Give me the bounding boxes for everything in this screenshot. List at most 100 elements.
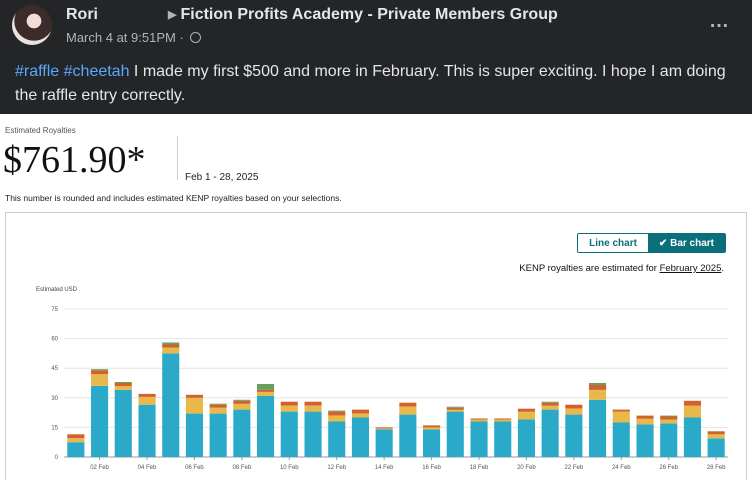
bar-segment [612, 411, 630, 423]
line-chart-button[interactable]: Line chart [578, 234, 648, 252]
bar-segment [707, 438, 725, 457]
y-tick-label: 45 [51, 366, 58, 372]
post-meta: March 4 at 9:51PM · [66, 30, 202, 45]
divider [177, 136, 178, 180]
bar-segment [209, 407, 227, 414]
bar-segment [565, 414, 583, 457]
bar-segment [233, 400, 251, 404]
bar-segment [517, 408, 535, 412]
bar-chart-button[interactable]: ✔ Bar chart [647, 234, 725, 252]
bar-segment [114, 382, 132, 383]
bar-segment [67, 438, 85, 443]
hashtag-raffle[interactable]: #raffle [15, 63, 60, 80]
bar-segment [328, 421, 346, 457]
post-body: #raffle #cheetah I made my first $500 an… [15, 60, 735, 108]
bar-segment [328, 410, 346, 412]
bar-segment [114, 386, 132, 390]
x-tick-label: 20 Feb [517, 465, 536, 471]
bar-segment [257, 389, 275, 392]
bar-segment [185, 394, 203, 398]
triangle-right-icon: ▶ [168, 9, 177, 21]
bar-segment [399, 402, 417, 407]
bar-segment [446, 409, 464, 412]
bar-segment [660, 416, 678, 420]
bar-segment [517, 411, 535, 420]
bar-segment [660, 419, 678, 424]
bar-segment [494, 418, 512, 420]
bar-segment [541, 409, 559, 457]
bar-segment [91, 369, 109, 371]
royalties-bar-chart: Estimated USD 0 15 30 45 60 75 02 Feb 04 Feb 06 F… [36, 287, 728, 471]
bar-segment [209, 404, 227, 408]
post-timestamp[interactable]: March 4 at 9:51PM [66, 30, 176, 45]
bar-segment [328, 415, 346, 422]
y-tick-label: 0 [55, 455, 59, 461]
bar-segment [257, 395, 275, 457]
bar-segment [494, 419, 512, 422]
author-name[interactable]: Rori [66, 6, 98, 23]
group-name[interactable]: Fiction Profits Academy - Private Member… [180, 6, 558, 23]
bar-segment [209, 403, 227, 405]
y-axis-label: Estimated USD [36, 287, 78, 293]
bar-segment [91, 374, 109, 386]
bar-segment [280, 411, 298, 457]
bar-segment [399, 414, 417, 457]
bar-segment [280, 405, 298, 412]
meta-separator: · [179, 30, 184, 45]
x-tick-label: 26 Feb [659, 465, 678, 471]
bar-segment [162, 344, 180, 348]
bar-segment [138, 396, 156, 405]
bar-segment [660, 415, 678, 417]
post-header: Rori ▶ Fiction Profits Academy - Private M… [66, 6, 558, 24]
author-avatar[interactable] [12, 5, 52, 45]
x-tick-label: 18 Feb [470, 465, 489, 471]
bar-segment [612, 409, 630, 412]
x-tick-label: 24 Feb [612, 465, 631, 471]
kenp-note: KENP royalties are estimated for Februar… [519, 263, 724, 274]
x-tick-label: 08 Feb [233, 465, 252, 471]
chart-panel: Line chart ✔ Bar chart KENP royalties ar… [5, 212, 747, 480]
kenp-note-prefix: KENP royalties are estimated for [519, 263, 660, 274]
bar-segment [304, 405, 322, 412]
bar-segment [423, 427, 441, 430]
more-options-icon[interactable]: … [709, 10, 730, 32]
bar-segment [636, 418, 654, 425]
bar-segment [162, 353, 180, 457]
bar-segment [399, 406, 417, 415]
bar-segment [375, 427, 393, 429]
bar-segment [541, 405, 559, 410]
estimated-royalties-value: $761.90* [3, 139, 146, 181]
x-tick-label: 16 Feb [422, 465, 441, 471]
hashtag-cheetah[interactable]: #cheetah [63, 63, 130, 80]
bar-segment [351, 417, 369, 457]
bar-segment [304, 411, 322, 457]
bar-segment [660, 423, 678, 457]
bar-segment [565, 408, 583, 415]
bar-segment [91, 370, 109, 375]
x-tick-label: 10 Feb [280, 465, 299, 471]
x-tick-label: 04 Feb [138, 465, 157, 471]
bar-segment [589, 399, 607, 457]
chart-type-toggle: Line chart ✔ Bar chart [577, 233, 726, 253]
bar-segment [233, 409, 251, 457]
bar-segment [470, 418, 488, 420]
x-tick-label: 06 Feb [185, 465, 204, 471]
x-tick-label: 28 Feb [707, 465, 726, 471]
bar-segment [162, 347, 180, 354]
bar-segment [541, 402, 559, 406]
bar-segment [280, 401, 298, 406]
bar-segment [375, 428, 393, 430]
privacy-globe-icon [190, 32, 202, 43]
bar-segment [446, 411, 464, 457]
bar-segment [636, 424, 654, 457]
kenp-month-link[interactable]: February 2025 [659, 263, 722, 274]
bar-segment [67, 434, 85, 439]
bar-segment [683, 405, 701, 418]
bar-segment [162, 342, 180, 345]
post-message: I made my first $500 and more in Februar… [15, 63, 726, 104]
bar-segment [233, 399, 251, 401]
bar-segment [138, 393, 156, 397]
bar-segment [636, 415, 654, 419]
bar-segment [423, 429, 441, 457]
bar-segment [589, 389, 607, 400]
